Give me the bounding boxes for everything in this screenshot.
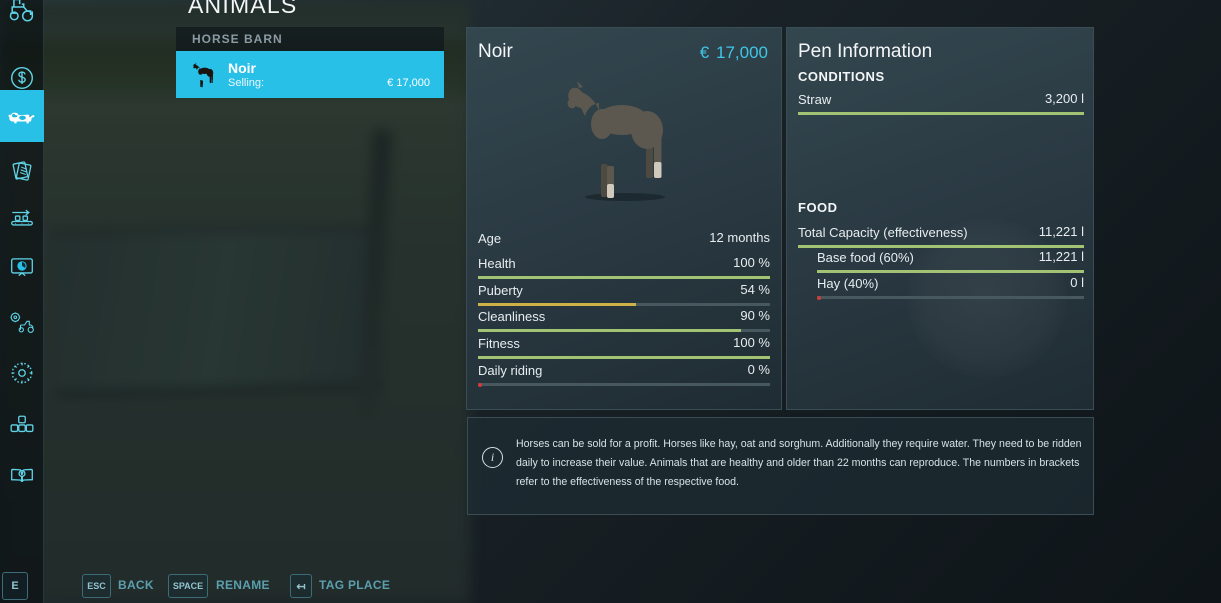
svg-text:?: ? [21,472,23,476]
